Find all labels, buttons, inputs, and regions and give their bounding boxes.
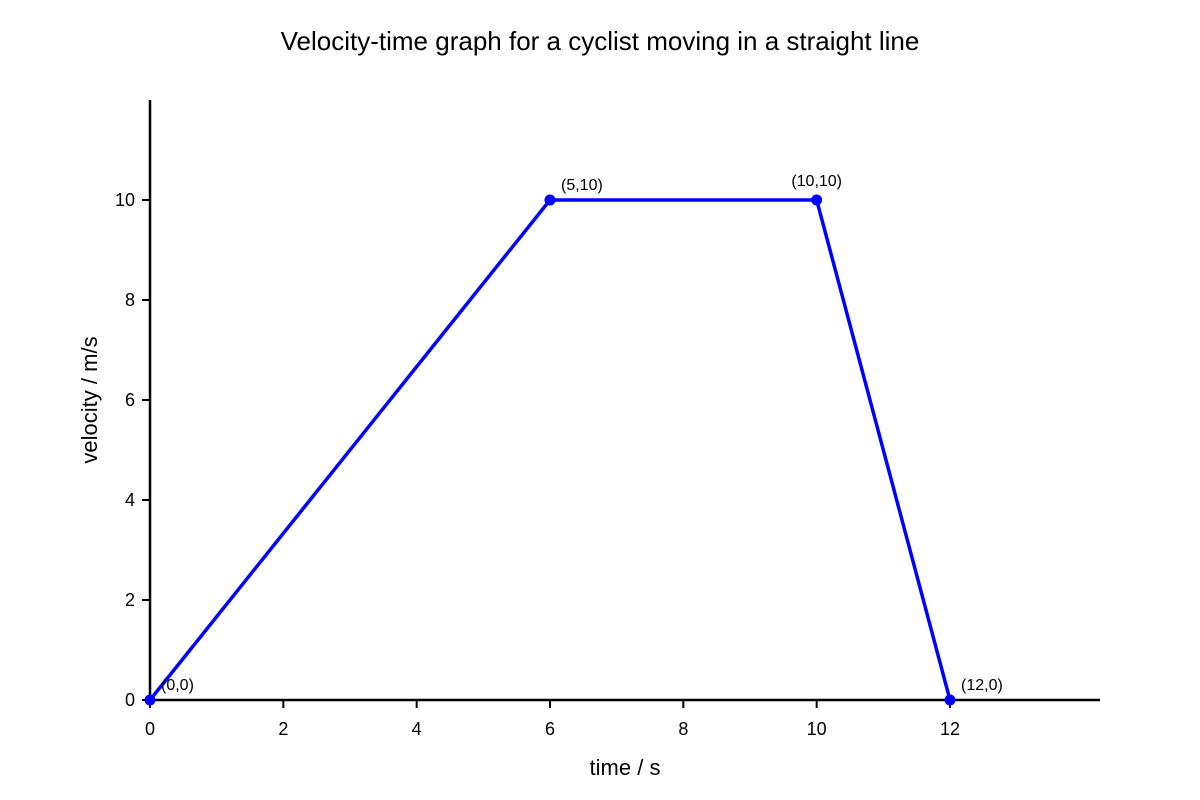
point-annotation: (12,0) <box>961 677 1003 694</box>
y-tick-label: 4 <box>125 490 135 510</box>
x-tick-label: 4 <box>412 719 422 739</box>
velocity-line <box>148 198 952 702</box>
data-point <box>544 194 556 206</box>
y-tick-label: 2 <box>125 590 135 610</box>
x-tick-label: 8 <box>678 719 688 739</box>
x-axis-label: time / s <box>590 755 661 780</box>
y-tick-label: 10 <box>115 190 135 210</box>
data-point <box>944 694 956 706</box>
x-tick-label: 2 <box>278 719 288 739</box>
point-annotation: (5,10) <box>561 177 603 194</box>
axes <box>148 100 1100 702</box>
data-point <box>144 694 156 706</box>
chart-title: Velocity-time graph for a cyclist moving… <box>281 26 920 56</box>
y-tick-label: 0 <box>125 690 135 710</box>
annotations: (0,0) (5,10) (10,10) (12,0) <box>161 173 1003 694</box>
ticks: 0 2 4 6 8 10 12 0 2 4 6 8 10 <box>115 190 960 739</box>
x-tick-label: 10 <box>807 719 827 739</box>
y-axis-label: velocity / m/s <box>77 336 102 463</box>
x-tick-label: 0 <box>145 719 155 739</box>
x-tick-label: 6 <box>545 719 555 739</box>
data-point <box>811 194 823 206</box>
y-tick-label: 6 <box>125 390 135 410</box>
point-annotation: (0,0) <box>161 677 194 694</box>
y-tick-label: 8 <box>125 290 135 310</box>
point-annotation: (10,10) <box>791 173 842 190</box>
x-tick-label: 12 <box>940 719 960 739</box>
series <box>144 194 956 706</box>
